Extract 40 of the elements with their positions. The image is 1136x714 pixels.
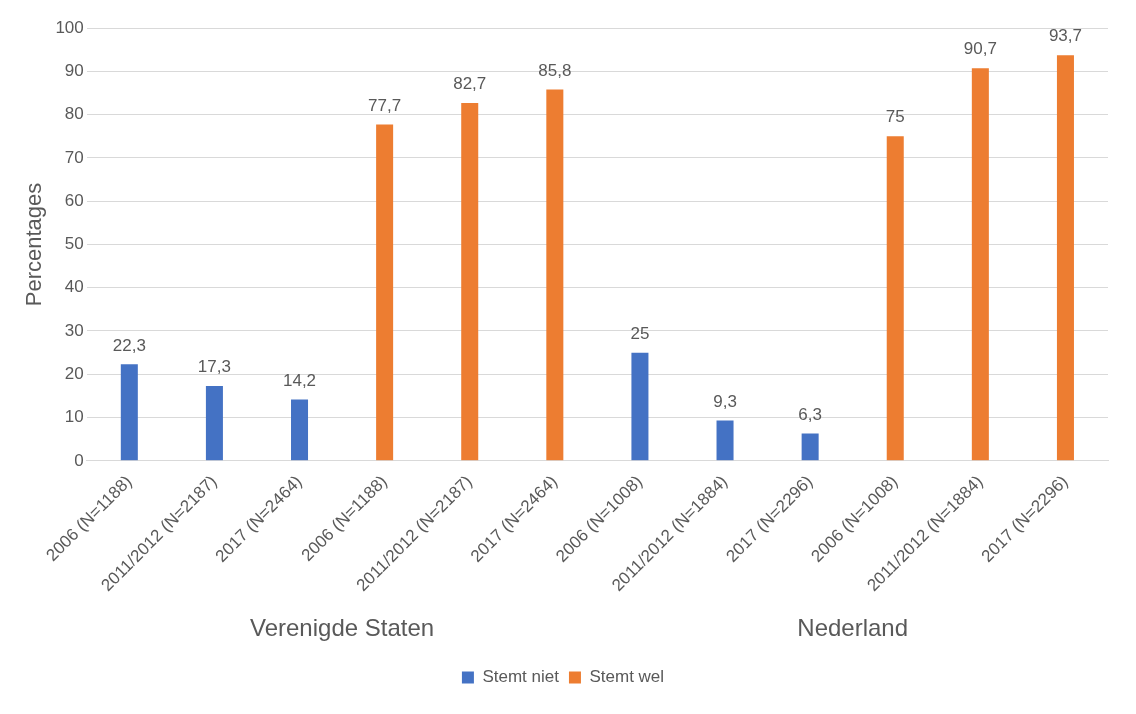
data-label: 22,3 [112,335,146,355]
data-label: 9,3 [713,391,737,411]
bar [291,399,309,461]
y-axis-title: Percentages [21,182,47,307]
y-tick-label: 70 [64,147,84,167]
y-tick-label: 30 [64,320,84,340]
text: Verenigde Staten [249,613,435,641]
bar [971,68,989,461]
text: Nederland [797,613,909,641]
y-tick-label: 10 [64,407,84,427]
bar [205,385,223,461]
data-label: 17,3 [197,357,231,377]
legend-label: Stemt wel [589,667,665,687]
bar [801,433,819,461]
legend-label: Stemt niet [482,667,560,687]
bar [886,136,904,461]
data-label: 82,7 [453,74,487,94]
data-label: 14,2 [282,370,317,390]
bar [716,420,734,461]
y-tick-label: 80 [64,104,84,124]
data-label: 25 [630,323,650,343]
data-label: 93,7 [1048,26,1082,46]
bar [120,364,138,461]
y-tick-label: 40 [64,277,84,297]
data-label: 90,7 [963,39,997,59]
bar [461,102,479,461]
y-tick-label: 20 [64,363,84,383]
data-label: 75 [885,107,905,127]
y-tick-label: 100 [55,17,84,37]
bar [1056,55,1074,461]
bar [376,124,394,461]
bar [631,352,649,461]
y-tick-label: 90 [64,60,84,80]
y-tick-label: 50 [64,234,84,254]
y-tick-label: 0 [74,450,84,470]
data-label: 6,3 [798,404,822,424]
data-label: 77,7 [368,95,402,115]
data-label: 85,8 [538,60,572,80]
bar [546,89,564,461]
y-tick-label: 60 [64,190,84,210]
